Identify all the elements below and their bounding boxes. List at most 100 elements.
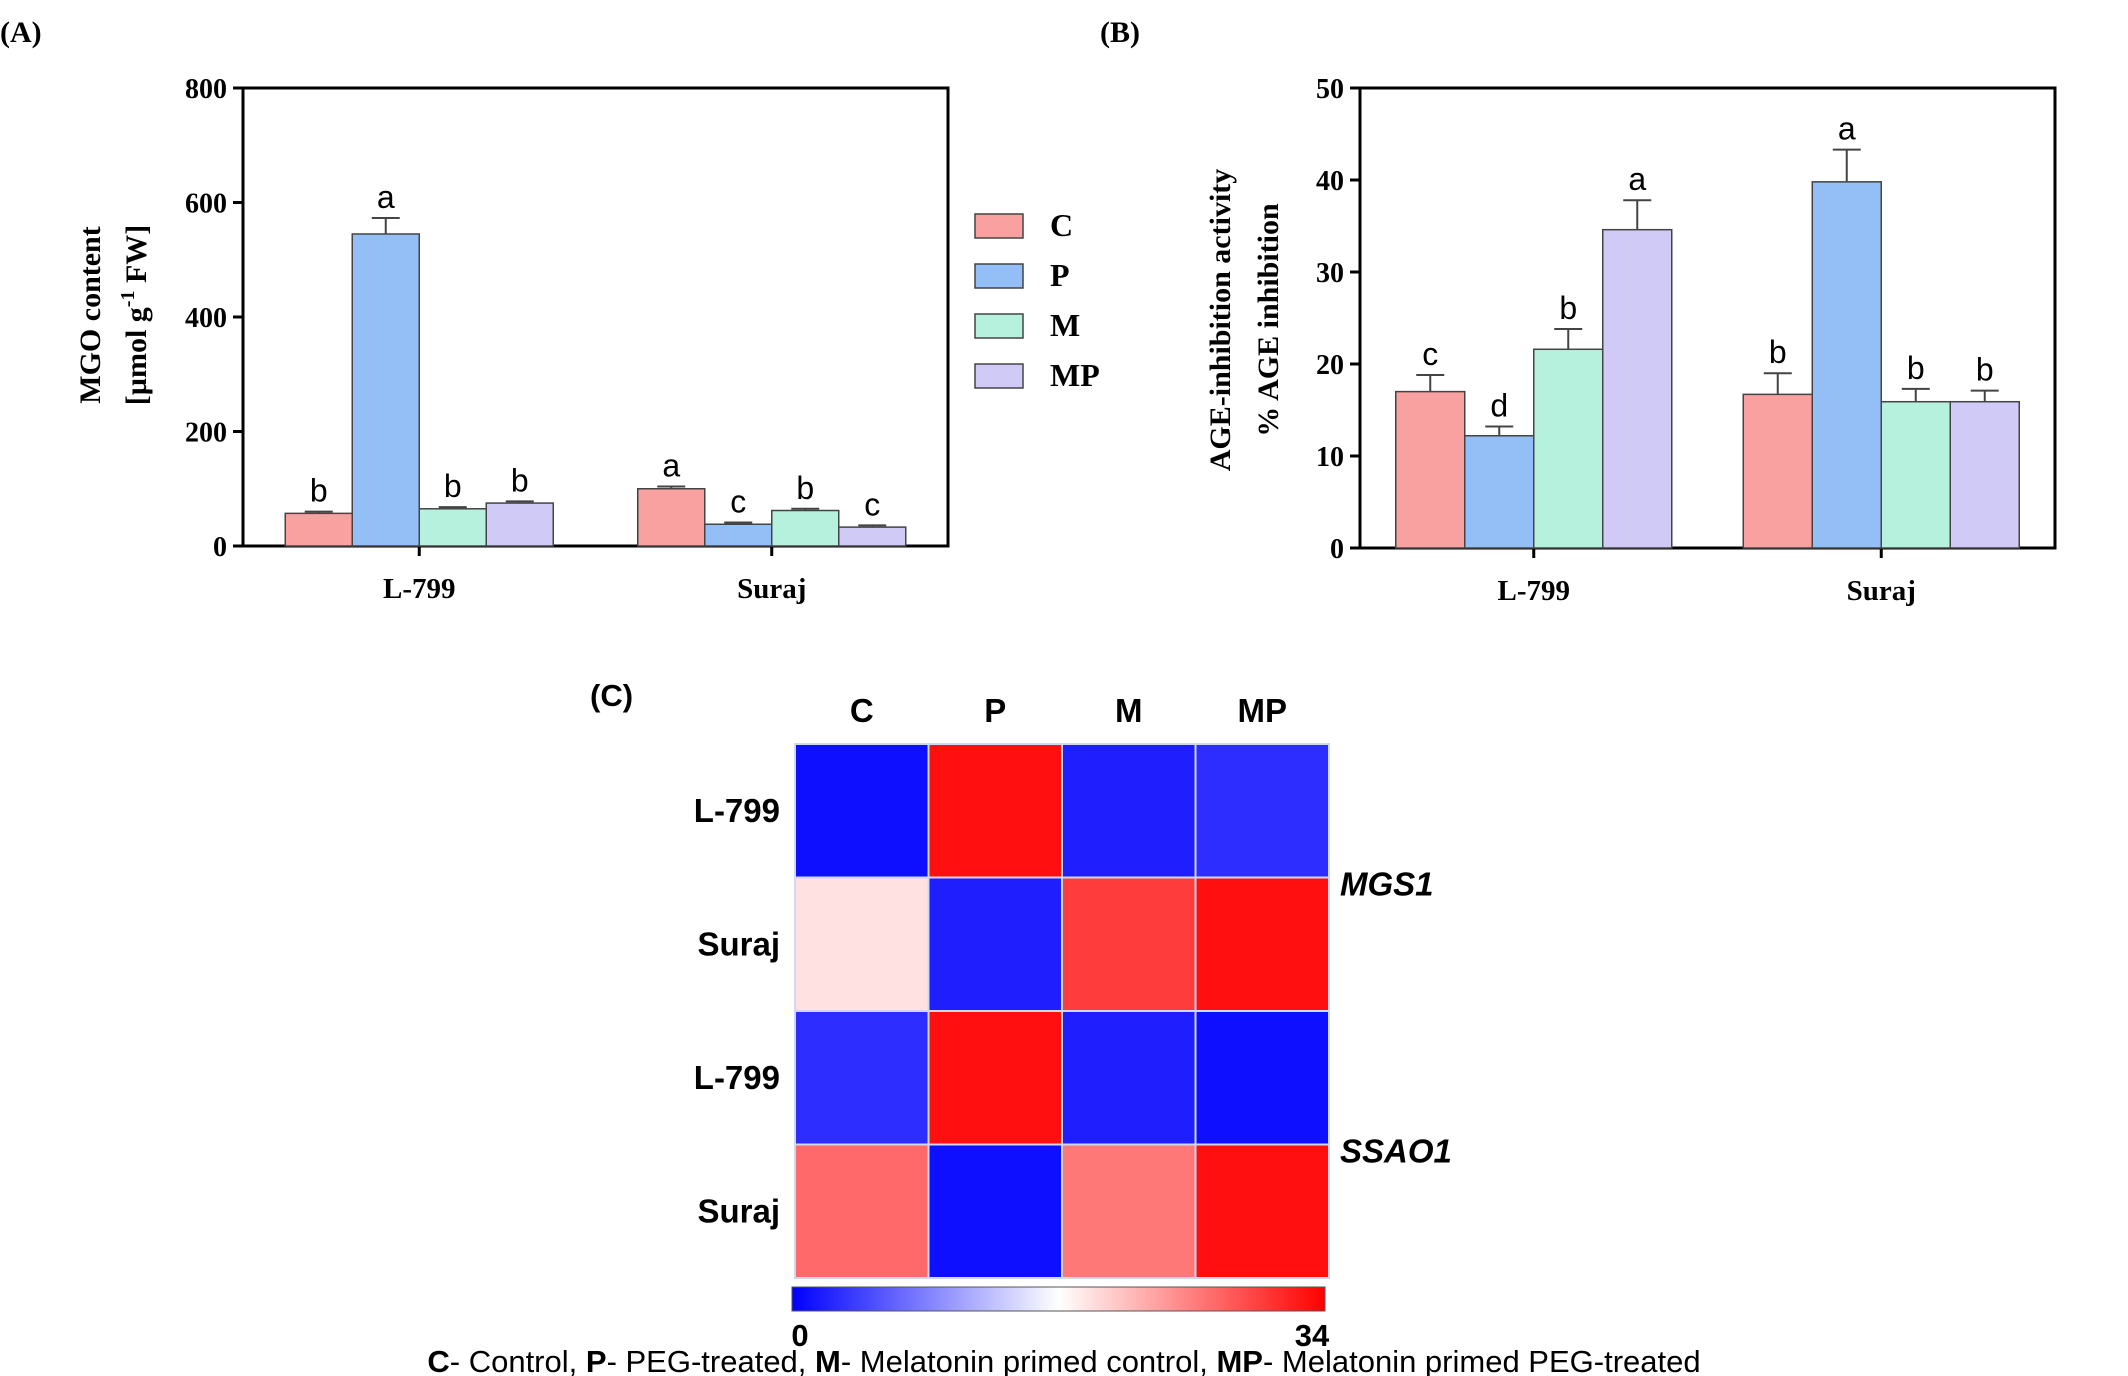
- bar-M-b: [1880, 400, 1951, 549]
- significance-letter-a: b: [796, 470, 814, 506]
- heatmap-cell: [794, 876, 930, 1012]
- bar-P-b: [1811, 181, 1882, 549]
- heatmap-row-label: L-799: [694, 792, 780, 829]
- bar-MP-a: [838, 526, 907, 547]
- footnote-abbr: MP: [1216, 1344, 1263, 1376]
- legend-label-C: C: [1050, 207, 1073, 243]
- significance-letter-b: b: [1769, 334, 1787, 370]
- y-tick-label-a: 800: [185, 74, 227, 105]
- bar-C-a: [284, 512, 353, 547]
- bar-P-b: [1464, 435, 1535, 549]
- heatmap-col-label-P: P: [984, 692, 1006, 729]
- bar-P-a: [704, 523, 773, 547]
- plot-frame-b: [1358, 86, 2057, 550]
- significance-letter-a: b: [511, 462, 529, 498]
- heatmap-cell: [1194, 876, 1330, 1012]
- panel-c-label: (C): [590, 678, 633, 713]
- bar-MP-b: [1602, 228, 1673, 549]
- bar-M-a: [771, 509, 840, 547]
- axes-a: 0 200 400 600 800 L-799 Suraj: [185, 74, 950, 605]
- y-tick-label-b: 30: [1316, 258, 1344, 289]
- x-tick-label-a: Suraj: [737, 573, 806, 605]
- heatmap-cell: [1061, 1143, 1197, 1279]
- y-tick-label-b: 40: [1316, 166, 1344, 197]
- bar-C-a: [637, 488, 706, 547]
- y-axis-label-a-line1: MGO content: [74, 226, 107, 403]
- significance-letter-b: a: [1838, 111, 1856, 147]
- significance-letter-a: a: [662, 447, 680, 483]
- panel-a: (A) MGO content [µmol g-1 FW] 0 200 400 600…: [0, 16, 950, 605]
- heatmap-col-label-M: M: [1115, 692, 1143, 729]
- y-tick-label-b: 0: [1330, 534, 1344, 565]
- significance-letter-b: d: [1490, 388, 1508, 424]
- heatmap-cell: [1194, 743, 1330, 879]
- y-tick-label-b: 50: [1316, 74, 1344, 105]
- y-tick-label-a: 600: [185, 189, 227, 220]
- legend-swatch-MP: [974, 363, 1024, 389]
- bar-C-b: [1742, 393, 1813, 549]
- heatmap-cell: [927, 1010, 1063, 1146]
- heatmap-row-label: Suraj: [697, 1192, 780, 1229]
- y-axis-label-a-line2: [µmol g-1 FW]: [117, 225, 153, 406]
- x-tick-label-b: Suraj: [1847, 575, 1916, 607]
- bar-P-a: [351, 233, 420, 547]
- significance-letter-a: c: [864, 486, 880, 522]
- footnote-abbr: P: [586, 1344, 607, 1376]
- footnote-text: - Melatonin primed control,: [841, 1344, 1217, 1376]
- significance-letter-a: b: [310, 473, 328, 509]
- heatmap-col-label-C: C: [850, 692, 874, 729]
- heatmap-cell: [1194, 1010, 1330, 1146]
- legend-label-P: P: [1050, 257, 1070, 293]
- heatmap-cell: [1194, 1143, 1330, 1279]
- heatmap-cell: [794, 1010, 930, 1146]
- x-tick-label-b: L-799: [1498, 575, 1571, 607]
- panel-c: (C) C P M MP L-799 Suraj L-799 Suraj MGS1 SSAO1 0…: [590, 678, 1452, 1353]
- bar-M-a: [418, 508, 487, 547]
- heatmap-cell: [1061, 743, 1197, 879]
- heatmap-cell: [927, 743, 1063, 879]
- heatmap: C P M MP L-799 Suraj L-799 Suraj MGS1 SSAO1: [694, 692, 1452, 1279]
- gene-label-MGS1: MGS1: [1340, 866, 1434, 903]
- legend-swatch-M: [974, 313, 1024, 339]
- legend-label-MP: MP: [1050, 357, 1100, 393]
- heatmap-cell: [927, 1143, 1063, 1279]
- significance-letter-b: b: [1907, 350, 1925, 386]
- significance-letter-a: b: [444, 468, 462, 504]
- significance-letter-b: c: [1422, 336, 1438, 372]
- axes-b: 0 10 20 30 40 50 L-799 Suraj: [1316, 74, 2057, 607]
- footnote-text: - Melatonin primed PEG-treated: [1263, 1344, 1701, 1376]
- gene-label-SSAO1: SSAO1: [1340, 1133, 1452, 1170]
- y-tick-label-b: 10: [1316, 442, 1344, 473]
- bar-MP-a: [485, 502, 554, 547]
- panel-a-label: (A): [0, 16, 42, 49]
- panel-b-label: (B): [1100, 16, 1140, 49]
- panel-b: (B) AGE-inhibition activity % AGE inhibi…: [1100, 16, 2057, 607]
- heatmap-row-label: L-799: [694, 1059, 780, 1096]
- heatmap-cell: [794, 1143, 930, 1279]
- significance-letter-a: c: [730, 484, 746, 520]
- heatmap-cell: [1061, 1010, 1197, 1146]
- y-tick-label-a: 0: [213, 532, 227, 563]
- heatmap-cell: [1061, 876, 1197, 1012]
- heatmap-cell: [927, 876, 1063, 1012]
- bar-M-b: [1533, 348, 1604, 549]
- legend-swatch-C: [974, 213, 1024, 239]
- colorbar-max-label: 34: [1295, 1318, 1330, 1353]
- colorbar-min-label: 0: [791, 1318, 808, 1353]
- x-tick-label-a: L-799: [383, 573, 456, 605]
- significance-letter-b: b: [1976, 352, 1994, 388]
- colorbar: [791, 1286, 1326, 1312]
- legend-swatch-P: [974, 263, 1024, 289]
- heatmap-cell: [794, 743, 930, 879]
- y-tick-label-a: 200: [185, 418, 227, 449]
- legend: CPM MP: [974, 207, 1100, 393]
- bar-C-b: [1395, 390, 1466, 549]
- bars-b: c d b a b a b b: [1395, 111, 2020, 549]
- significance-letter-b: a: [1628, 161, 1646, 197]
- heatmap-col-label-MP: MP: [1238, 692, 1288, 729]
- bars-a: b a b b a c b c: [284, 179, 907, 547]
- significance-letter-b: b: [1559, 290, 1577, 326]
- footnote-text: - Control,: [450, 1344, 586, 1376]
- legend-label-M: M: [1050, 307, 1080, 343]
